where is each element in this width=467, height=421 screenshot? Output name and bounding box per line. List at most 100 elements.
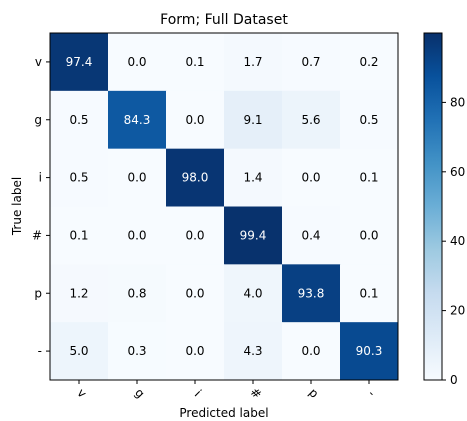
heatmap-cell [224, 206, 283, 265]
colorbar-tick-label: 60 [450, 165, 465, 179]
cell-value-label: 0.0 [359, 228, 378, 242]
heatmap-cell [282, 322, 341, 381]
cell-value-label: 0.0 [301, 344, 320, 358]
x-axis: v g i # p - [74, 380, 378, 402]
heatmap-cell [282, 206, 341, 265]
heatmap-cell [50, 148, 109, 207]
heatmap-cells [50, 33, 399, 381]
heatmap-cell [340, 90, 399, 150]
cell-value-label: 98.0 [182, 171, 209, 185]
heatmap-cell [224, 90, 283, 150]
heatmap-cell [340, 148, 399, 207]
cell-value-label: 93.8 [298, 286, 325, 300]
heatmap-cell [282, 264, 341, 323]
cell-value-label: 4.0 [243, 286, 262, 300]
cell-value-label: 0.1 [69, 228, 88, 242]
x-tick-label: - [365, 387, 378, 400]
cell-value-label: 84.3 [124, 113, 151, 127]
heatmap-cell [108, 206, 167, 265]
colorbar [423, 32, 443, 381]
heatmap-cell [166, 148, 225, 207]
heatmap-cell [108, 322, 167, 381]
cell-value-label: 97.4 [66, 55, 93, 69]
cell-value-label: 0.1 [185, 55, 204, 69]
heatmap-cell [50, 322, 109, 381]
heatmap-cell-labels: 97.4 0.0 0.1 1.7 0.7 0.2 0.5 84.3 0.0 9.1 5.6 0.5 0.… [66, 55, 383, 358]
cell-value-label: 0.2 [359, 55, 378, 69]
colorbar-tick-label: 80 [450, 95, 465, 109]
y-tick-label: i [39, 171, 42, 185]
chart-title: Form; Full Dataset [160, 12, 288, 28]
y-axis: v g i # p - [32, 55, 50, 358]
cell-value-label: 0.0 [301, 171, 320, 185]
heatmap-cell [224, 322, 283, 381]
heatmap-cell [224, 148, 283, 207]
heatmap-cell [340, 33, 399, 92]
cell-value-label: 5.6 [301, 113, 320, 127]
cell-value-label: 90.3 [356, 344, 383, 358]
x-tick-label: v [74, 386, 89, 401]
heatmap-cell [108, 90, 167, 150]
heatmap-cell [50, 90, 109, 150]
heatmap-cell [166, 90, 225, 150]
plot-frame [49, 32, 399, 381]
cell-value-label: 4.3 [243, 344, 262, 358]
heatmap-cell [108, 33, 167, 92]
cell-value-label: 0.0 [185, 286, 204, 300]
colorbar-ticks: 0 20 40 60 80 [442, 95, 465, 387]
cell-value-label: 0.5 [69, 113, 88, 127]
heatmap-cell [224, 33, 283, 92]
heatmap-cell [50, 264, 109, 323]
cell-value-label: 0.0 [127, 171, 146, 185]
heatmap-cell [340, 322, 399, 381]
cell-value-label: 1.7 [243, 55, 262, 69]
heatmap-cell [166, 264, 225, 323]
cell-value-label: 0.4 [301, 228, 320, 242]
y-axis-label: True label [10, 177, 24, 236]
cell-value-label: 0.0 [127, 228, 146, 242]
colorbar-tick-label: 40 [450, 234, 465, 248]
x-tick-label: # [247, 385, 264, 402]
heatmap-cell [224, 264, 283, 323]
cell-value-label: 0.5 [359, 113, 378, 127]
cell-value-label: 0.8 [127, 286, 146, 300]
cell-value-label: 1.2 [69, 286, 88, 300]
heatmap-cell [108, 264, 167, 323]
cell-value-label: 0.0 [127, 55, 146, 69]
y-tick-label: # [32, 228, 42, 242]
x-tick-label: g [132, 386, 147, 401]
cell-value-label: 9.1 [243, 113, 262, 127]
heatmap-cell [340, 206, 399, 265]
heatmap-cell [282, 148, 341, 207]
cell-value-label: 0.5 [69, 171, 88, 185]
x-tick-label: p [306, 386, 321, 401]
y-tick-label: - [38, 344, 42, 358]
heatmap-cell [166, 33, 225, 92]
cell-value-label: 0.7 [301, 55, 320, 69]
cell-value-label: 0.1 [359, 286, 378, 300]
cell-value-label: 1.4 [243, 171, 262, 185]
x-axis-label: Predicted label [179, 406, 268, 420]
y-tick-label: v [35, 55, 42, 69]
colorbar-tick-label: 20 [450, 304, 465, 318]
heatmap-cell [340, 264, 399, 323]
heatmap-cell [166, 322, 225, 381]
y-tick-label: g [34, 113, 42, 127]
cell-value-label: 0.0 [185, 344, 204, 358]
heatmap-cell [50, 33, 109, 92]
y-tick-label: p [34, 286, 42, 300]
heatmap-cell [282, 90, 341, 150]
colorbar-tick-label: 0 [450, 373, 458, 387]
heatmap-cell [108, 148, 167, 207]
cell-value-label: 0.3 [127, 344, 146, 358]
cell-value-label: 0.1 [359, 171, 378, 185]
cell-value-label: 0.0 [185, 228, 204, 242]
heatmap-cell [50, 206, 109, 265]
x-tick-label: i [192, 387, 204, 399]
heatmap-cell [166, 206, 225, 265]
heatmap-cell [282, 33, 341, 92]
cell-value-label: 99.4 [240, 228, 267, 242]
cell-value-label: 5.0 [69, 344, 88, 358]
cell-value-label: 0.0 [185, 113, 204, 127]
